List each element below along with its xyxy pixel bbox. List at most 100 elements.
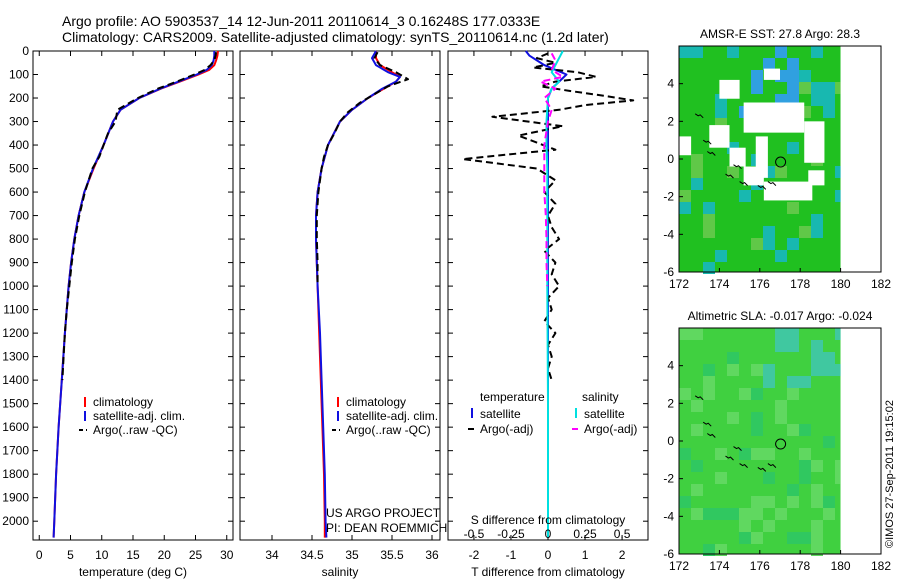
island-outline — [767, 463, 777, 468]
map-cell — [811, 496, 823, 508]
map-x-tick-label: 178 — [790, 277, 810, 291]
island-outline — [757, 466, 767, 472]
map-cell — [823, 106, 835, 118]
legend-label: satellite-adj. clim. — [346, 409, 438, 423]
map-cell — [775, 46, 787, 58]
map-cell — [787, 388, 799, 400]
map-x-tick-label: 176 — [750, 559, 770, 573]
map-y-tick-label: -6 — [663, 547, 674, 561]
map-cell — [679, 190, 691, 202]
plot-frame — [239, 50, 441, 541]
legend-title: salinity — [582, 390, 619, 404]
island-outline — [694, 395, 704, 401]
map-cell — [751, 448, 763, 460]
map-cell — [727, 412, 739, 424]
map-y-tick-label: 2 — [667, 396, 674, 410]
map-x-tick-label: 172 — [669, 277, 689, 291]
map-cell — [703, 214, 715, 226]
map-cell — [691, 484, 703, 496]
island-outline — [739, 181, 748, 186]
x-tick-label: 1 — [582, 548, 589, 562]
map-cell — [811, 364, 823, 376]
map-y-tick-label: 2 — [667, 114, 674, 128]
map-cell — [763, 520, 775, 532]
credit-line: PI: DEAN ROEMMICH — [326, 521, 447, 535]
map-cell — [739, 388, 751, 400]
map-cell — [727, 46, 739, 58]
y-tick-label: 1400 — [2, 373, 29, 387]
island-outline — [739, 463, 748, 468]
map-x-tick-label: 182 — [871, 559, 891, 573]
map-cell — [787, 142, 799, 154]
map-gap — [763, 181, 813, 201]
y-tick-label: 2000 — [2, 514, 29, 528]
x-tick-label: 2 — [619, 548, 626, 562]
map-cell — [679, 328, 691, 340]
series-line-climatology — [52, 50, 219, 538]
x-tick-label: 34.5 — [300, 548, 324, 562]
map-cell — [703, 544, 715, 556]
map-cell — [715, 106, 727, 118]
map-cell — [799, 532, 811, 544]
map-gap — [719, 79, 740, 99]
map-y-tick-label: 4 — [667, 77, 674, 91]
map-gap — [763, 68, 780, 80]
map-cell — [727, 508, 739, 520]
map-gap — [808, 170, 825, 186]
x-tick-label: 30 — [220, 548, 234, 562]
map-gap — [709, 125, 730, 148]
x-tick-label: 25 — [189, 548, 203, 562]
map-title: AMSR-E SST: 27.8 Argo: 28.3 — [700, 27, 860, 41]
island-outline — [702, 139, 712, 145]
map-cell — [823, 352, 835, 364]
island-outline — [707, 433, 716, 438]
map-cell — [787, 340, 799, 352]
map-cell — [763, 376, 775, 388]
map-cell — [727, 352, 739, 364]
map-cell — [691, 154, 703, 166]
map-x-tick-label: 180 — [831, 559, 851, 573]
map-x-tick-label: 174 — [709, 559, 729, 573]
map-cell — [751, 364, 763, 376]
map-cell — [751, 508, 763, 520]
map-cell — [751, 70, 763, 82]
legend-label: climatology — [346, 395, 406, 409]
map-cell — [691, 178, 703, 190]
map-cell — [811, 352, 823, 364]
map-cell — [751, 388, 763, 400]
x-axis-label: salinity — [322, 565, 359, 579]
map-cell — [775, 400, 787, 412]
map-cell — [703, 226, 715, 238]
x-tick-label: 0 — [545, 548, 552, 562]
map-cell — [811, 94, 823, 106]
x-tick-label-secondary: 0 — [545, 527, 552, 541]
map-cell — [691, 460, 703, 472]
sla-map-panel: Altimetric SLA: -0.017 Argo: -0.024 172 17… — [663, 309, 891, 573]
legend-label: Argo(-adj) — [480, 422, 533, 436]
map-cell — [691, 400, 703, 412]
map-cell — [763, 238, 775, 250]
x-tick-label: 35 — [345, 548, 359, 562]
island-outline — [733, 446, 742, 451]
island-outline — [694, 113, 704, 119]
map-title: Altimetric SLA: -0.017 Argo: -0.024 — [688, 309, 873, 323]
x-tick-label-secondary: 0.5 — [614, 527, 631, 541]
map-cell — [775, 508, 787, 520]
map-cell — [811, 46, 823, 58]
map-cell — [799, 226, 811, 238]
map-cell — [751, 412, 763, 424]
y-tick-label: 900 — [9, 256, 29, 270]
x-tick-label: -2 — [469, 548, 480, 562]
map-cell — [679, 202, 691, 214]
series-line-argo-raw-qc- — [61, 52, 218, 381]
y-tick-label: 1900 — [2, 491, 29, 505]
legend-label: satellite — [584, 407, 625, 421]
map-cell — [763, 448, 775, 460]
map-cell — [739, 448, 751, 460]
map-cell — [679, 46, 691, 58]
map-cell — [811, 214, 823, 226]
map-y-tick-label: 4 — [667, 359, 674, 373]
series-line-argo-raw-qc- — [315, 51, 409, 287]
series-line-climatology — [315, 51, 401, 538]
map-cell — [775, 250, 787, 262]
